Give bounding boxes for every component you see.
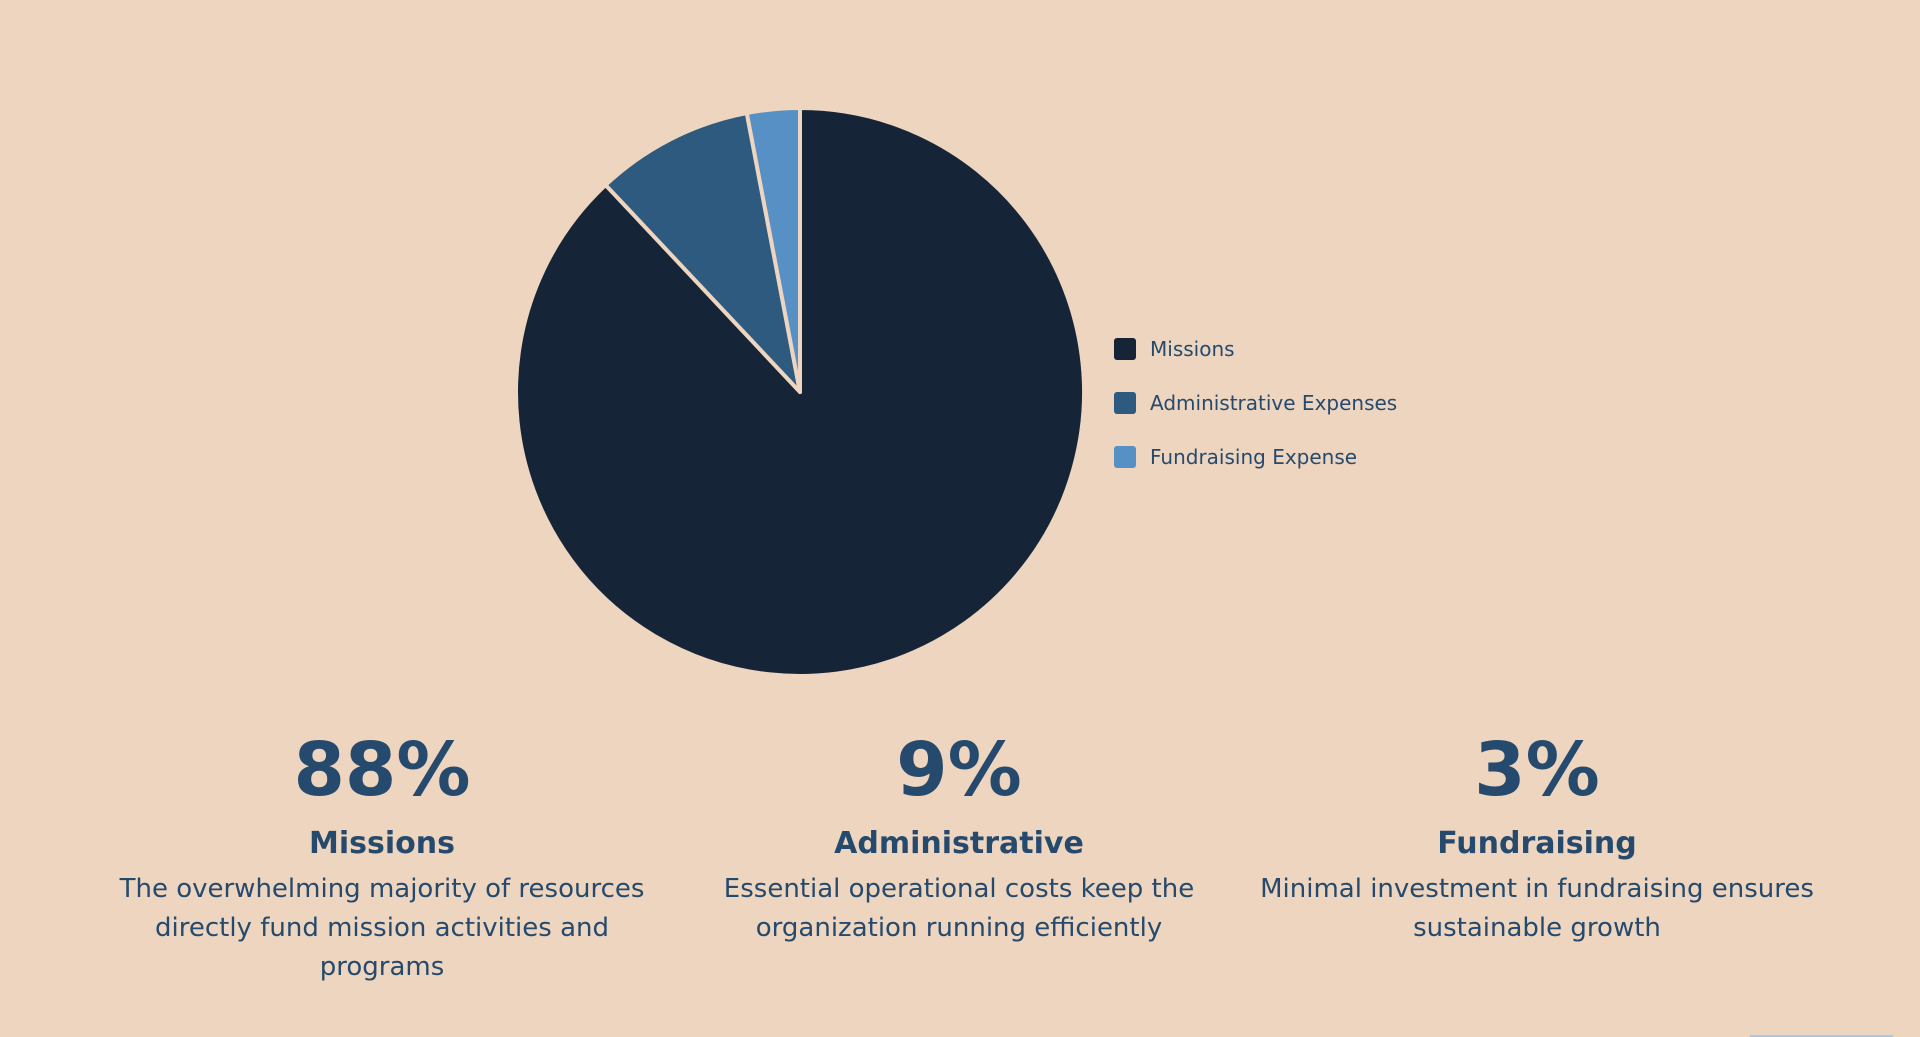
legend-swatch	[1114, 446, 1136, 468]
stat-missions: 88% Missions The overwhelming majority o…	[102, 720, 662, 987]
stat-value: 3%	[1474, 727, 1600, 813]
stat-description: Minimal investment in fundraising ensure…	[1260, 874, 1814, 943]
legend-label: Fundraising Expense	[1150, 445, 1358, 469]
legend-item-administrative[interactable]: Administrative Expenses	[1114, 376, 1397, 430]
legend-label: Administrative Expenses	[1150, 391, 1398, 415]
stat-value: 88%	[293, 727, 471, 813]
scroll-indicator	[1750, 1035, 1893, 1037]
pie-slice-fundraising-expense[interactable]	[744, 106, 802, 394]
legend-swatch	[1114, 338, 1136, 360]
stat-description: The overwhelming majority of resources d…	[119, 874, 645, 982]
stat-title: Missions	[309, 826, 455, 861]
pie-chart	[514, 106, 1086, 678]
legend-item-fundraising[interactable]: Fundraising Expense	[1114, 430, 1397, 484]
legend-label: Missions	[1150, 337, 1235, 361]
legend-swatch	[1114, 392, 1136, 414]
stat-title: Administrative	[834, 826, 1084, 861]
pie-slice-administrative-expenses[interactable]	[603, 111, 802, 394]
stat-description: Essential operational costs keep the org…	[723, 874, 1195, 943]
stat-value: 9%	[896, 727, 1022, 813]
stat-fundraising: 3% Fundraising Minimal investment in fun…	[1257, 720, 1817, 948]
legend-item-missions[interactable]: Missions	[1114, 322, 1397, 376]
stat-administrative: 9% Administrative Essential operational …	[679, 720, 1239, 948]
stat-title: Fundraising	[1437, 826, 1637, 861]
chart-legend: Missions Administrative Expenses Fundrai…	[1114, 322, 1397, 484]
